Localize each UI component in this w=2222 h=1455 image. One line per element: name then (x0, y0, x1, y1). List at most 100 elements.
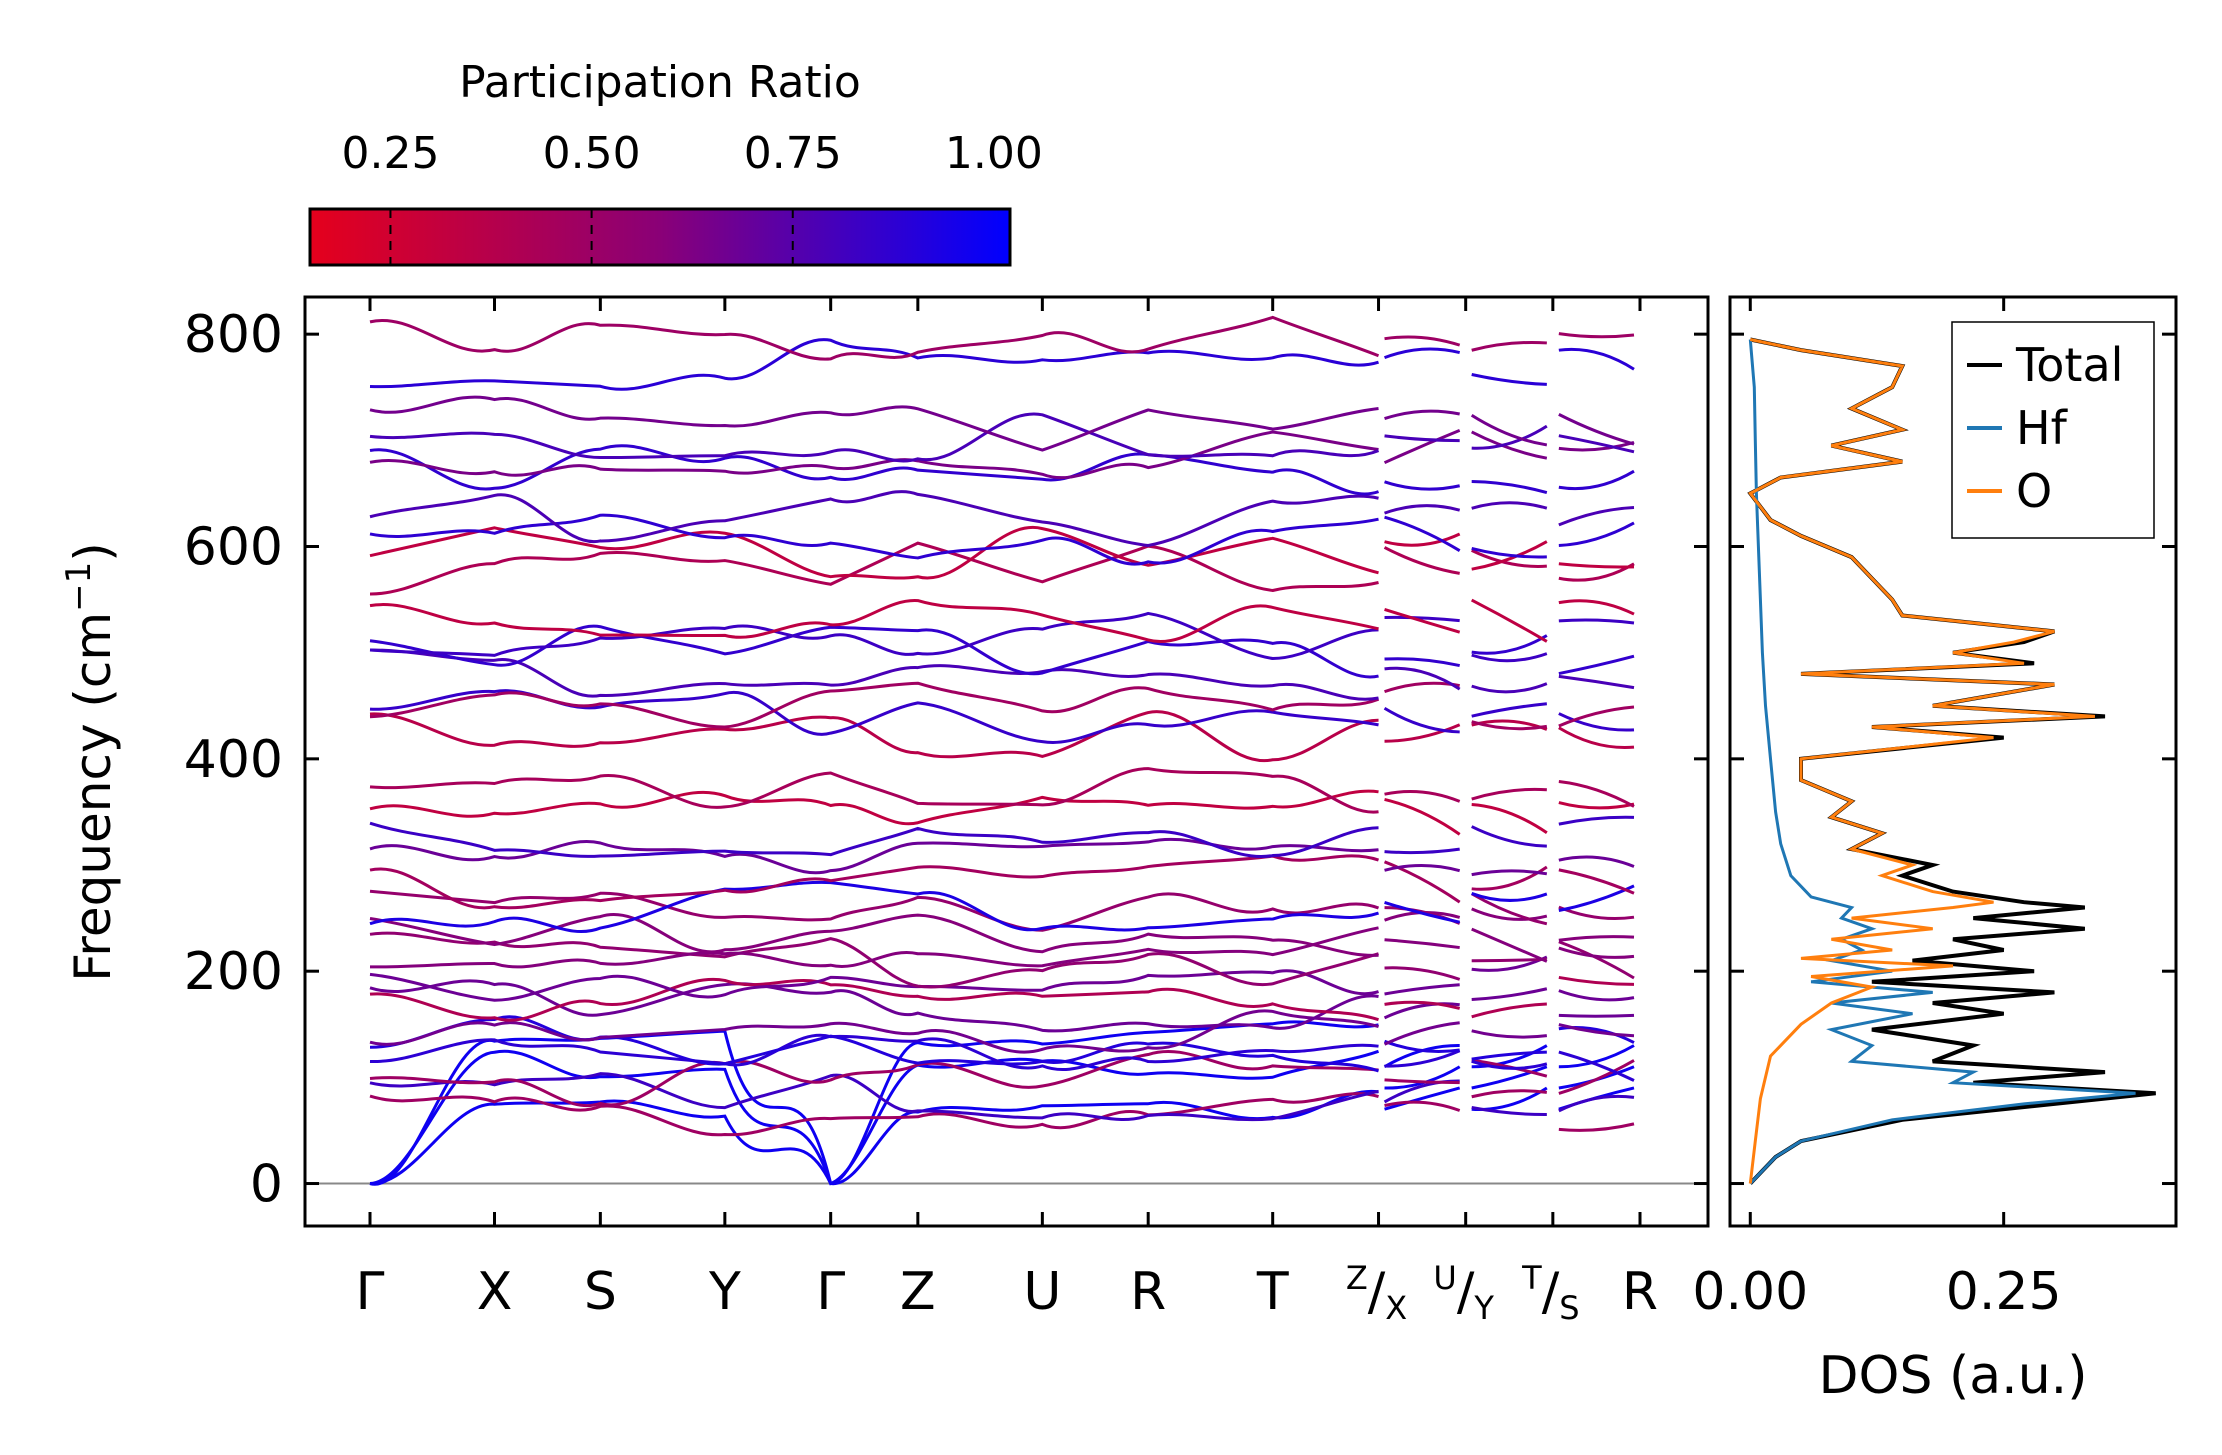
phonon-band (1383, 546, 1460, 575)
phonon-band (369, 821, 1379, 859)
phonon-band (1384, 1078, 1460, 1085)
phonon-band (1471, 720, 1548, 731)
phonon-band (1558, 618, 1635, 625)
phonon-band (1558, 413, 1635, 446)
high-symmetry-label: Y (708, 1262, 741, 1322)
phonon-band (1471, 424, 1548, 450)
phonon-band (1558, 1059, 1635, 1095)
phonon-band (1384, 723, 1461, 743)
phonon-band (369, 837, 1379, 875)
phonon-band (1558, 705, 1635, 728)
phonon-band (369, 525, 1379, 580)
phonon-band (1384, 657, 1461, 668)
colorbar-gradient (308, 207, 1012, 267)
band-axes-frame (303, 295, 1710, 1228)
phonon-band (1558, 1023, 1635, 1038)
phonon-band (369, 315, 1380, 361)
phonon-band (1471, 546, 1547, 559)
phonon-band (1471, 1089, 1548, 1099)
phonon-band (1471, 1106, 1547, 1116)
phonon-band (369, 412, 1380, 463)
phonon-band (1558, 726, 1635, 750)
phonon-band (1384, 409, 1460, 421)
high-symmetry-label: R (1622, 1262, 1658, 1322)
phonon-band (1558, 332, 1635, 339)
band-y-tick-label: 200 (184, 942, 283, 1002)
phonon-band (1558, 946, 1635, 959)
band-y-tick-label: 600 (184, 518, 283, 578)
phonon-band (1558, 1065, 1635, 1090)
phonon-band (369, 979, 1379, 1033)
phonon-band (1384, 1049, 1461, 1068)
phonon-band (1471, 634, 1548, 655)
high-symmetry-label: T/S (1521, 1259, 1579, 1327)
phonon-band (1471, 1029, 1548, 1039)
phonon-band (1471, 1050, 1547, 1061)
phonon-band (1471, 652, 1548, 663)
phonon-band (369, 430, 1379, 480)
phonon-band (1384, 966, 1461, 981)
phonon-band (369, 599, 1379, 644)
high-symmetry-label: Γ (356, 1262, 385, 1322)
phonon-band (1558, 521, 1635, 548)
phonon-band (369, 611, 1379, 661)
phonon-band (1471, 803, 1548, 835)
phonon-band (1558, 674, 1635, 690)
phonon-band (1471, 987, 1548, 1001)
phonon-band (1558, 855, 1635, 868)
phonon-band (1558, 1044, 1635, 1069)
phonon-band (1558, 599, 1635, 616)
phonon-band (1470, 414, 1548, 447)
phonon-band (1384, 347, 1461, 360)
phonon-band (1471, 787, 1547, 801)
phonon-band (1558, 1013, 1635, 1018)
phonon-band (1383, 1002, 1460, 1020)
phonon-band (1471, 549, 1547, 568)
phonon-band (1471, 702, 1547, 718)
colorbar: Participation Ratio 0.25 0.50 0.75 1.00 (308, 57, 1043, 267)
phonon-band (1558, 654, 1635, 676)
legend: Total Hf O (1951, 321, 2155, 539)
phonon-band (1383, 1039, 1460, 1053)
phonon-band (1384, 983, 1460, 996)
phonon-band (369, 977, 1379, 1022)
phonon-band (369, 1015, 1379, 1073)
phonon-band (369, 1009, 1379, 1054)
colorbar-tick-label: 0.25 (341, 128, 439, 179)
phonon-band (1471, 1065, 1548, 1090)
phonon-band (369, 913, 1379, 957)
phonon-band (1384, 681, 1460, 694)
phonon-band (1384, 434, 1460, 443)
phonon-band (1471, 825, 1547, 848)
phonon-band (1471, 430, 1548, 460)
band-y-tick-label: 800 (184, 305, 283, 365)
phonon-band (1471, 373, 1547, 386)
high-symmetry-label: U/Y (1433, 1259, 1494, 1327)
phonon-band (1558, 1050, 1635, 1082)
phonon-band (1384, 1000, 1461, 1010)
phonon-band (1471, 501, 1548, 510)
phonon-band (1384, 789, 1461, 803)
colorbar-tick-label: 0.75 (744, 128, 842, 179)
dos-panel: 0.00 0.25 DOS (a.u.) Total Hf O (1692, 295, 2178, 1406)
phonon-band (1383, 1021, 1460, 1046)
phonon-band (369, 1092, 1379, 1137)
phonon-band (369, 490, 1379, 547)
high-symmetry-label: T (1256, 1262, 1289, 1322)
dos-series-o (1748, 338, 2095, 1184)
phonon-band (369, 1020, 1379, 1186)
phonon-band (1558, 815, 1635, 826)
phonon-band (369, 395, 1379, 452)
phonon-band (1558, 469, 1635, 491)
phonon-band (369, 880, 1379, 934)
phonon-band (1384, 847, 1460, 855)
phonon-band (1471, 907, 1548, 921)
phonon-band (1471, 682, 1548, 694)
colorbar-title: Participation Ratio (459, 57, 861, 108)
phonon-band (1384, 515, 1461, 552)
phonon-band (1384, 797, 1461, 836)
dos-axes-frame (1728, 295, 2178, 1228)
phonon-band (1558, 1094, 1635, 1113)
band-y-tick-label: 400 (184, 730, 283, 790)
